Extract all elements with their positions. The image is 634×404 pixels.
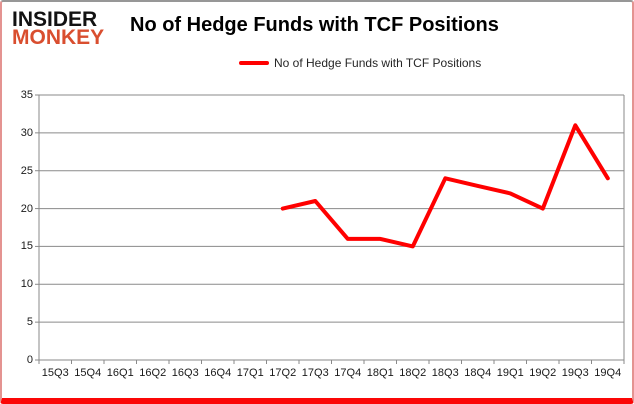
x-tick-label-19Q4: 19Q4 (594, 367, 622, 379)
x-tick-label-18Q2: 18Q2 (399, 367, 427, 379)
x-tick-label-17Q2: 17Q2 (269, 367, 297, 379)
y-tick-label-25: 25 (20, 164, 33, 177)
x-tick-label-17Q1: 17Q1 (236, 367, 264, 379)
chart-title: No of Hedge Funds with TCF Positions (130, 14, 499, 36)
y-tick-label-15: 15 (20, 240, 33, 253)
x-tick-label-15Q3: 15Q3 (41, 367, 69, 379)
x-tick-label-15Q4: 15Q4 (74, 367, 102, 379)
y-tick-label-10: 10 (20, 278, 33, 291)
y-tick-label-30: 30 (20, 126, 33, 139)
x-tick-label-19Q2: 19Q2 (529, 367, 557, 379)
x-tick-label-18Q4: 18Q4 (464, 367, 492, 379)
x-tick-label-16Q4: 16Q4 (204, 367, 232, 379)
legend-line-marker (239, 61, 269, 65)
x-tick-label-17Q4: 17Q4 (334, 367, 362, 379)
x-tick-label-18Q1: 18Q1 (366, 367, 394, 379)
legend: No of Hedge Funds with TCF Positions (239, 56, 481, 70)
x-tick-label-19Q1: 19Q1 (496, 367, 524, 379)
y-tick-label-20: 20 (20, 202, 33, 215)
x-tick-label-17Q3: 17Q3 (301, 367, 329, 379)
x-tick-label-18Q3: 18Q3 (431, 367, 459, 379)
x-tick-label-16Q2: 16Q2 (139, 367, 167, 379)
series-line-0 (280, 123, 610, 249)
y-tick-label-5: 5 (26, 316, 33, 329)
y-tick-label-0: 0 (26, 354, 33, 366)
x-tick-label-16Q3: 16Q3 (171, 367, 199, 379)
x-tick-label-16Q1: 16Q1 (106, 367, 134, 379)
y-tick-label-35: 35 (20, 89, 33, 101)
logo-text-insider: INSIDER (12, 8, 98, 31)
legend-label: No of Hedge Funds with TCF Positions (274, 56, 482, 70)
x-tick-label-19Q3: 19Q3 (561, 367, 589, 379)
insider-monkey-logo: INSIDER MONKEY (12, 8, 105, 49)
logo-text-monkey: MONKEY (12, 26, 105, 49)
